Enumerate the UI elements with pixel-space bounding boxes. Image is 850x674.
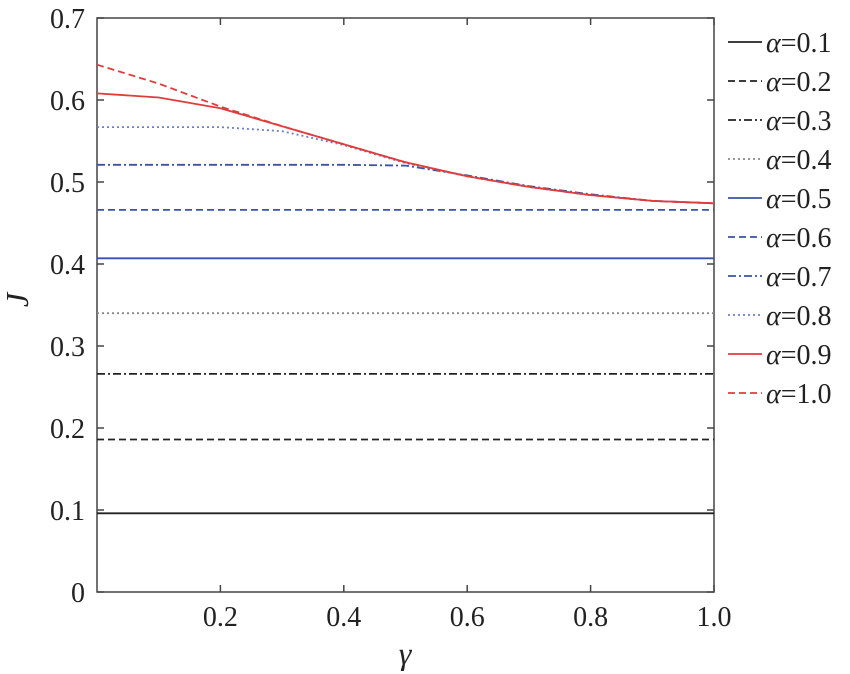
x-axis-ticks: 0.2 0.4 0.6 0.8 1.0 <box>203 18 732 633</box>
legend-item: α=0.4 <box>728 145 832 176</box>
legend-label: α=1.0 <box>766 379 832 410</box>
legend-symbol: α <box>766 145 782 176</box>
y-axis-label: J <box>0 291 35 307</box>
series-line-10 <box>96 63 715 205</box>
legend-value: =0.2 <box>781 67 832 98</box>
legend-symbol: α <box>766 340 782 371</box>
legend-label: α=0.6 <box>766 223 832 254</box>
legend-symbol: α <box>766 379 782 410</box>
legend-label: α=0.2 <box>766 67 832 98</box>
plot-area <box>96 17 715 593</box>
y-tick-label: 0.2 <box>50 414 85 445</box>
y-tick-label: 0.4 <box>50 250 85 281</box>
legend-value: =0.4 <box>781 145 832 176</box>
plot-frame <box>96 17 715 593</box>
legend-symbol: α <box>766 223 782 254</box>
legend-symbol: α <box>766 67 782 98</box>
legend-label: α=0.9 <box>766 340 832 371</box>
y-tick-label: 0.7 <box>50 4 85 35</box>
legend-symbol: α <box>766 262 782 293</box>
x-tick-label: 1.0 <box>697 602 732 633</box>
legend-symbol: α <box>766 184 782 215</box>
legend-item: α=0.2 <box>728 67 832 98</box>
legend-item: α=0.7 <box>728 262 832 293</box>
x-axis-label: γ <box>399 635 413 671</box>
legend-value: =0.9 <box>781 340 832 371</box>
legend: α=0.1α=0.2α=0.3α=0.4α=0.5α=0.6α=0.7α=0.8… <box>728 28 832 410</box>
legend-label: α=0.8 <box>766 301 832 332</box>
y-tick-label: 0.3 <box>50 332 85 363</box>
legend-value: =0.7 <box>781 262 832 293</box>
legend-symbol: α <box>766 301 782 332</box>
legend-item: α=0.1 <box>728 28 832 59</box>
legend-value: =0.6 <box>781 223 832 254</box>
legend-item: α=1.0 <box>728 379 832 410</box>
y-tick-label: 0 <box>71 578 85 609</box>
legend-value: =1.0 <box>781 379 832 410</box>
legend-label: α=0.7 <box>766 262 832 293</box>
legend-item: α=0.9 <box>728 340 832 371</box>
legend-label: α=0.4 <box>766 145 832 176</box>
y-axis-ticks: 0 0.1 0.2 0.3 0.4 0.5 0.6 0.7 <box>50 4 714 609</box>
legend-item: α=0.6 <box>728 223 832 254</box>
x-tick-label: 0.6 <box>450 602 485 633</box>
legend-label: α=0.5 <box>766 184 832 215</box>
series-line-9 <box>96 92 715 205</box>
legend-item: α=0.8 <box>728 301 832 332</box>
y-tick-label: 0.5 <box>50 168 85 199</box>
legend-value: =0.3 <box>781 106 832 137</box>
x-tick-label: 0.8 <box>573 602 608 633</box>
legend-label: α=0.1 <box>766 28 832 59</box>
legend-value: =0.5 <box>781 184 832 215</box>
legend-symbol: α <box>766 106 782 137</box>
legend-label: α=0.3 <box>766 106 832 137</box>
legend-item: α=0.5 <box>728 184 832 215</box>
x-tick-label: 0.2 <box>203 602 238 633</box>
legend-symbol: α <box>766 28 782 59</box>
legend-value: =0.8 <box>781 301 832 332</box>
series-lines <box>96 63 715 515</box>
legend-item: α=0.3 <box>728 106 832 137</box>
legend-value: =0.1 <box>781 28 832 59</box>
x-tick-label: 0.4 <box>326 602 361 633</box>
y-tick-label: 0.1 <box>50 496 85 527</box>
y-tick-label: 0.6 <box>50 86 85 117</box>
